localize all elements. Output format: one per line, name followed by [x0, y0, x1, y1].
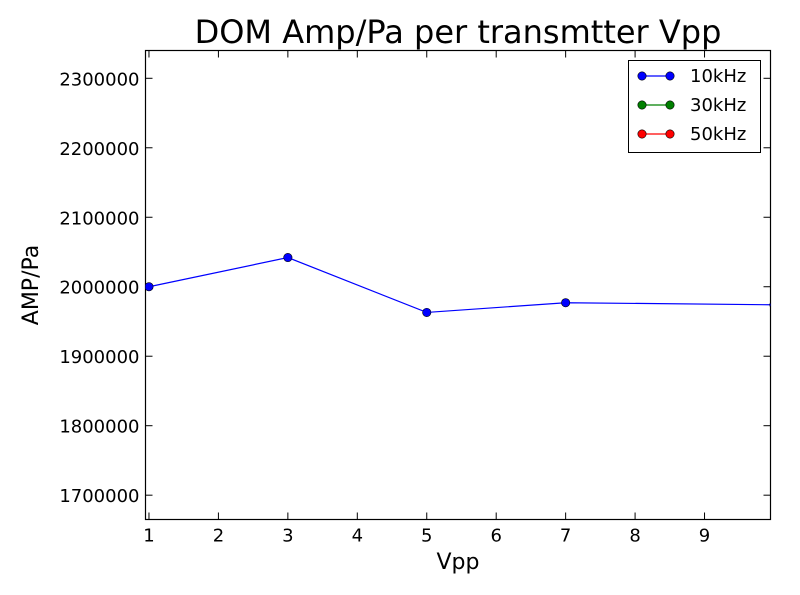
x-tick-label: 6: [490, 526, 501, 547]
legend-marker: [665, 71, 675, 81]
series-layer: [145, 253, 771, 317]
y-tick-label: 1800000: [59, 417, 139, 438]
data-point: [769, 301, 771, 308]
data-point: [283, 253, 293, 263]
y-tick-label: 2300000: [59, 69, 139, 90]
x-tick-label: 1: [143, 526, 154, 547]
series-line-10kHz: [148, 256, 771, 314]
legend-label: 30kHz: [690, 95, 746, 116]
x-tick-label: 5: [421, 526, 432, 547]
legend-marker: [665, 100, 675, 110]
x-tick-label: 3: [282, 526, 293, 547]
y-tick-label: 2100000: [59, 208, 139, 229]
y-axis-label: AMP/Pa: [19, 245, 44, 325]
legend-marker: [637, 100, 647, 110]
x-tick-label: 7: [560, 526, 571, 547]
y-tick-label: 1900000: [59, 347, 139, 368]
data-point: [145, 282, 154, 292]
chart-title: DOM Amp/Pa per transmtter Vpp: [195, 13, 722, 51]
x-axis: 1 2 3 4 5 6 7 8 9: [143, 50, 710, 547]
legend-label: 10kHz: [690, 66, 746, 87]
data-point: [422, 307, 432, 317]
x-tick-label: 9: [699, 526, 710, 547]
x-axis-label: Vpp: [437, 550, 480, 575]
data-point: [561, 298, 571, 308]
y-tick-label: 1700000: [59, 486, 139, 507]
x-tick-label: 8: [629, 526, 640, 547]
y-tick-label: 2200000: [59, 139, 139, 160]
x-tick-label: 4: [352, 526, 363, 547]
y-axis: 1700000 1800000 1900000 2000000 2100000 22000…: [59, 69, 771, 507]
legend: 10kHz 30kHz 50kHz: [628, 60, 761, 153]
legend-marker: [637, 129, 647, 139]
x-tick-label: 2: [213, 526, 224, 547]
legend-marker: [637, 71, 647, 81]
legend-label: 50kHz: [690, 124, 746, 145]
y-tick-label: 2000000: [59, 278, 139, 299]
legend-marker: [665, 129, 675, 139]
